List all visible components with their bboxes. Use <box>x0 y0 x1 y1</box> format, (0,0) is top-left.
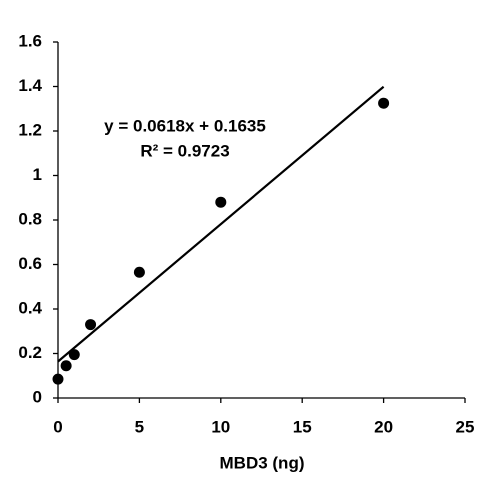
y-tick-label: 0 <box>33 387 42 406</box>
y-tick-label: 1.2 <box>18 120 42 139</box>
x-tick-label: 0 <box>53 417 62 436</box>
r-squared: R² = 0.9723 <box>140 141 229 160</box>
x-tick-label: 15 <box>293 417 312 436</box>
trendline-equation: y = 0.0618x + 0.1635 <box>104 116 266 135</box>
y-tick-label: 1 <box>33 165 42 184</box>
x-tick-label: 25 <box>456 417 475 436</box>
x-tick-label: 10 <box>211 417 230 436</box>
y-tick-label: 0.2 <box>18 343 42 362</box>
y-tick-label: 0.4 <box>18 298 42 317</box>
y-tick-label: 1.4 <box>18 76 42 95</box>
data-point <box>215 196 227 208</box>
data-point <box>52 373 64 385</box>
data-point <box>60 360 72 372</box>
y-tick-label: 0.6 <box>18 254 42 273</box>
data-point <box>68 349 80 361</box>
data-point <box>133 266 145 278</box>
y-tick-label: 1.6 <box>18 31 42 50</box>
trendline <box>57 85 385 363</box>
data-point <box>378 97 390 109</box>
data-point <box>85 319 97 331</box>
x-tick-label: 20 <box>374 417 393 436</box>
y-tick-label: 0.8 <box>18 209 42 228</box>
x-axis-label: MBD3 (ng) <box>220 453 305 472</box>
x-tick-label: 5 <box>135 417 144 436</box>
